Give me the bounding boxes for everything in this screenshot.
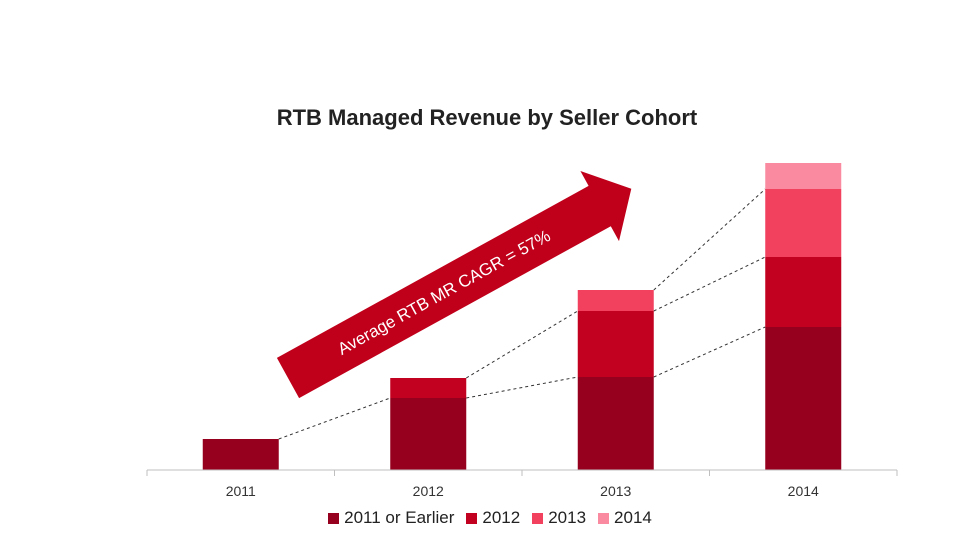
bar-2011-2011-or-earlier (202, 439, 279, 470)
legend-item: 2013 (532, 508, 586, 528)
x-tick-label: 2012 (413, 483, 444, 499)
connector-lines (278, 188, 766, 440)
legend-label: 2014 (614, 508, 652, 527)
x-tick-label: 2013 (600, 483, 631, 499)
x-tick-label: 2014 (788, 483, 819, 499)
x-tick-label: 2011 (226, 483, 256, 499)
legend-label: 2012 (482, 508, 521, 527)
legend-swatch (532, 512, 544, 524)
bar-2013-2012 (577, 311, 654, 377)
legend-item: 2014 (598, 508, 652, 528)
connector-line (653, 256, 766, 312)
legend: 2011 or Earlier 2012 2013 2014 (0, 508, 960, 528)
bar-2013-2011-or-earlier (577, 377, 654, 470)
bar-2014-2013 (765, 189, 842, 257)
cagr-annotation-label: Average RTB MR CAGR = 57% (335, 226, 554, 358)
bar-group (202, 163, 842, 470)
bar-2012-2011-or-earlier (390, 398, 467, 470)
cagr-arrow (276, 171, 632, 399)
legend-label: 2011 or Earlier (344, 508, 455, 527)
connector-line (653, 188, 766, 291)
connector-line (653, 326, 766, 378)
connector-line (466, 376, 578, 399)
legend-swatch (466, 512, 478, 524)
connector-line (278, 397, 391, 440)
bar-2014-2012 (765, 257, 842, 327)
bar-2012-2012 (390, 378, 467, 398)
x-axis-ticks: 2011 2012 2013 2014 (146, 470, 898, 499)
legend-item: 2011 or Earlier (328, 508, 454, 528)
connector-line (465, 310, 579, 379)
bar-2014-2014 (765, 163, 842, 189)
bar-2014-2011-or-earlier (765, 327, 842, 470)
bar-2013-2013 (577, 290, 654, 311)
legend-swatch (598, 512, 610, 524)
legend-label: 2013 (548, 508, 587, 527)
legend-swatch (328, 512, 340, 524)
chart-title: RTB Managed Revenue by Seller Cohort (276, 105, 698, 130)
legend-item: 2012 (466, 508, 520, 528)
